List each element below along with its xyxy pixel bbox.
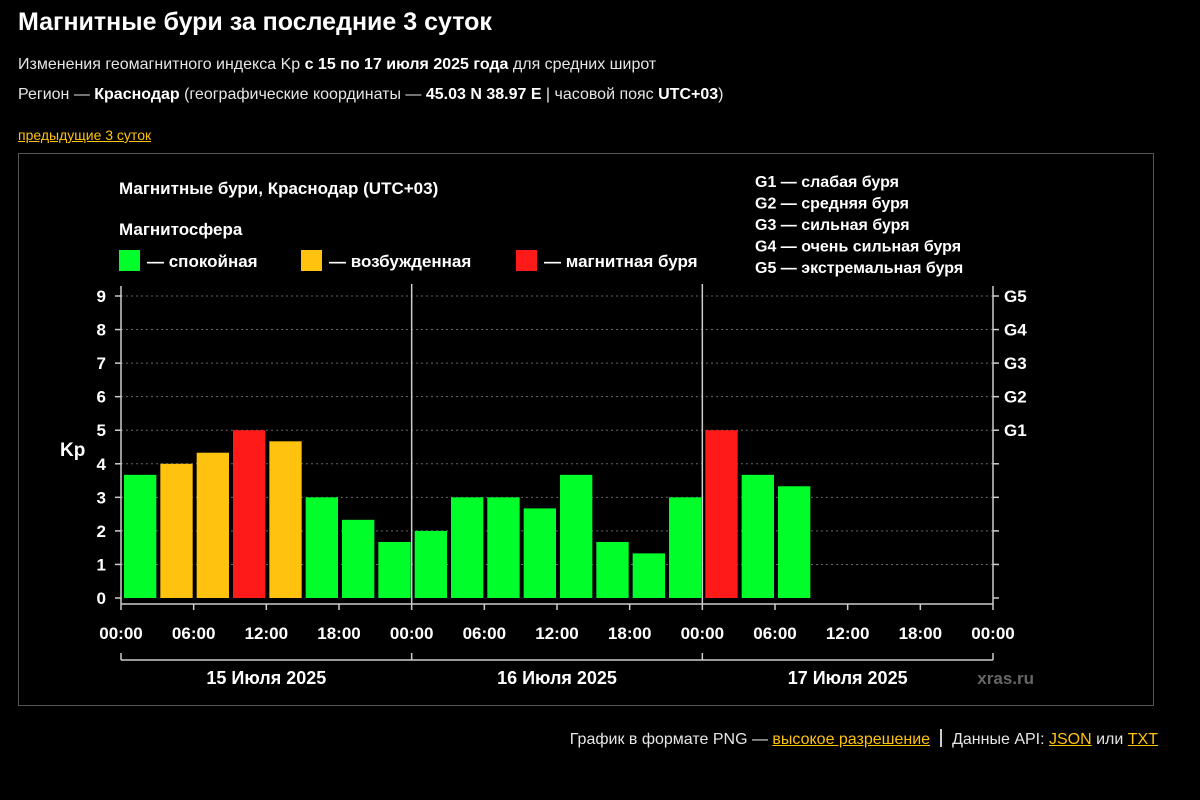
bar-6 [342,519,375,598]
bar-16 [705,430,738,598]
y-tick-label-2: 2 [97,522,106,541]
storm-levels-legend: G1 — слабая буря G2 — средняя буря G3 — си… [755,174,963,277]
previous-3-days-link[interactable]: предыдущие 3 суток [18,127,152,143]
y-axis-label: Kp [60,440,85,461]
bar-7 [378,541,411,598]
storm-level-2: G3 — сильная буря [755,217,910,234]
bar-5 [305,497,338,598]
legend-swatch-0 [119,250,140,271]
storm-level-0: G1 — слабая буря [755,174,899,191]
region-name: Краснодар [94,86,180,103]
region-coords: 45.03 N 38.97 E [425,86,542,103]
right-tick-label-g5: G5 [1004,287,1027,306]
legend-title: Магнитосфера [119,220,243,239]
legend-swatch-2 [516,250,537,271]
day-label-1: 16 Июля 2025 [497,668,617,688]
x-tick-label-9: 06:00 [753,624,796,643]
y-tick-label-0: 0 [97,589,106,608]
subtitle-post: для средних широт [508,56,657,73]
y-tick-label-5: 5 [97,421,106,440]
kp-chart: Магнитные бури, Краснодар (UTC+03) Магни… [60,174,1034,688]
y-tick-label-8: 8 [97,321,106,340]
bars [124,430,811,598]
chart-title: Магнитные бури, Краснодар (UTC+03) [119,179,438,198]
right-tick-label-g4: G4 [1004,321,1027,340]
day-label-2: 17 Июля 2025 [788,668,908,688]
storm-level-1: G2 — средняя буря [755,196,909,213]
region-mid: (географические координаты — [179,86,426,103]
bar-9 [451,497,484,598]
x-tick-label-4: 00:00 [390,624,433,643]
x-tick-label-1: 06:00 [172,624,215,643]
footer-separator [940,729,943,747]
storm-level-3: G4 — очень сильная буря [755,239,961,256]
chart-frame: Магнитные бури, Краснодар (UTC+03) Магни… [18,153,1154,706]
right-tick-label-g2: G2 [1004,388,1027,407]
page-title: Магнитные бури за последние 3 суток [18,8,492,36]
bar-15 [669,497,702,598]
day-label-0: 15 Июля 2025 [206,668,326,688]
y-tick-label-1: 1 [97,555,106,574]
footer: График в формате PNG — высокое разрешени… [570,729,1158,749]
bar-10 [487,497,520,598]
x-tick-label-2: 12:00 [245,624,288,643]
high-res-link[interactable]: высокое разрешение [772,731,931,748]
watermark: xras.ru [977,669,1034,688]
axes: 0 1 2 3 4 5 6 7 8 9 G1 G2 G3 G4 G5 00:00 06:00 12:00 18:00… [97,284,1027,688]
region-info: Регион — Краснодар (географические коорд… [18,86,723,104]
legend-label-1: — возбужденная [329,252,471,271]
y-tick-label-7: 7 [97,354,106,373]
x-tick-label-8: 00:00 [681,624,724,643]
x-tick-label-5: 06:00 [463,624,506,643]
or-text: или [1091,731,1128,748]
png-text: График в формате PNG — [569,731,773,748]
subtitle-kp-range: Изменения геомагнитного индекса Kp с 15 … [18,56,656,74]
api-text: Данные API: [952,731,1049,748]
x-tick-label-6: 12:00 [535,624,578,643]
x-tick-label-12: 00:00 [971,624,1014,643]
bar-13 [596,541,629,598]
bar-17 [741,474,774,598]
right-tick-label-g1: G1 [1004,421,1027,440]
bar-1 [160,463,193,598]
y-tick-label-9: 9 [97,287,106,306]
x-tick-label-3: 18:00 [317,624,360,643]
y-tick-label-4: 4 [97,455,107,474]
x-tick-label-0: 00:00 [99,624,142,643]
bar-11 [523,508,556,598]
bar-12 [560,474,593,598]
bar-2 [196,452,229,598]
bar-8 [414,530,447,598]
bar-4 [269,441,302,598]
legend: — спокойная — возбужденная — магнитная бур… [119,250,698,271]
txt-link[interactable]: TXT [1127,731,1158,748]
bar-18 [778,486,811,598]
legend-label-2: — магнитная буря [544,252,698,271]
y-tick-label-6: 6 [97,388,106,407]
legend-label-0: — спокойная [147,252,258,271]
bar-3 [233,430,266,598]
right-tick-label-g3: G3 [1004,354,1027,373]
x-tick-label-11: 18:00 [899,624,942,643]
bar-14 [632,553,665,598]
legend-swatch-1 [301,250,322,271]
date-range: с 15 по 17 июля 2025 года [304,56,509,73]
bar-0 [124,474,157,598]
storm-level-4: G5 — экстремальная буря [755,260,963,277]
x-tick-label-10: 12:00 [826,624,869,643]
x-tick-label-7: 18:00 [608,624,651,643]
subtitle-pre: Изменения геомагнитного индекса Kp [18,56,305,73]
region-timezone: UTC+03 [658,86,719,103]
y-tick-label-3: 3 [97,488,106,507]
json-link[interactable]: JSON [1049,731,1092,748]
grid-lines [121,295,993,565]
region-mid2: | часовой пояс [541,86,659,103]
region-post: ) [718,86,724,103]
region-pre: Регион — [18,86,95,103]
